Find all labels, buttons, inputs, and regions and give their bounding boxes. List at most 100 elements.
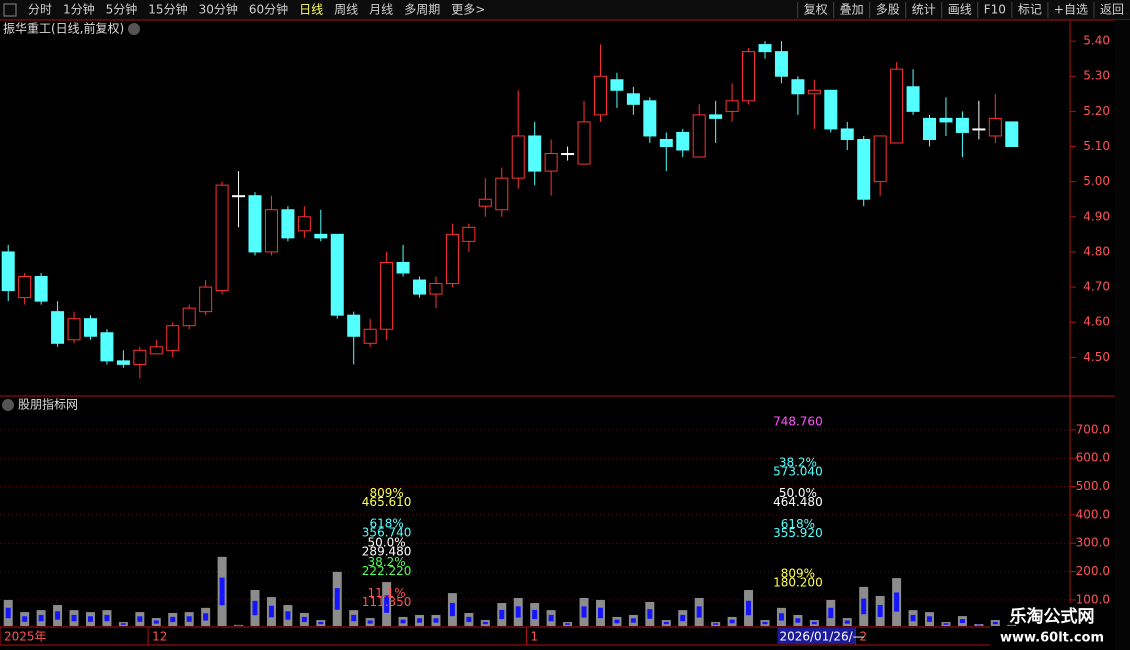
candle-body	[528, 135, 542, 172]
bar-core	[927, 616, 933, 622]
y-tick-label: 4.70	[1083, 280, 1110, 294]
action-button[interactable]: 多股	[876, 3, 900, 17]
x-tick-label: 12	[152, 630, 167, 644]
bar-core	[630, 618, 636, 623]
bar-core	[894, 592, 900, 612]
candle-body	[972, 128, 986, 131]
action-button[interactable]: 返回	[1100, 3, 1124, 17]
action-button[interactable]: 复权	[804, 3, 828, 17]
level-pct: 809%	[369, 486, 403, 500]
candle-body	[610, 79, 624, 91]
bar-core	[466, 616, 472, 623]
level-value: 356.740	[362, 526, 412, 540]
bar-core	[120, 623, 126, 625]
period-tab[interactable]: 周线	[334, 3, 358, 17]
candle-body	[873, 135, 887, 183]
level-value: 180.200	[773, 576, 823, 590]
bar-core	[532, 609, 538, 620]
bar-core	[844, 620, 850, 624]
bar-core	[203, 613, 209, 621]
candle-body	[824, 89, 838, 130]
menu-icon[interactable]	[3, 3, 17, 17]
candle-body	[363, 328, 377, 344]
bar-core	[729, 619, 735, 624]
bar-core	[877, 604, 883, 617]
title-icon[interactable]	[128, 23, 140, 35]
panel-icon[interactable]	[2, 399, 14, 411]
bar-core	[71, 614, 77, 622]
bar-core	[87, 616, 93, 622]
bar-core	[647, 609, 653, 619]
y-tick-label: 200.0	[1076, 564, 1110, 578]
action-button[interactable]: +自选	[1054, 3, 1088, 17]
period-tab[interactable]: 5分钟	[106, 2, 138, 17]
action-button[interactable]: 叠加	[840, 3, 864, 17]
candle-body	[643, 100, 657, 137]
period-tab[interactable]: 更多>	[451, 3, 485, 17]
level-pct: 809%	[781, 567, 815, 581]
candle-body	[988, 117, 1002, 137]
period-tab[interactable]: 30分钟	[199, 2, 238, 17]
period-tab[interactable]: 1分钟	[63, 2, 95, 17]
bar-core	[219, 577, 225, 606]
x-tick-label: 2	[859, 630, 867, 644]
candle-body	[232, 195, 246, 198]
bar-core	[433, 618, 439, 623]
bar-core	[186, 616, 192, 622]
period-tab[interactable]: 60分钟	[249, 2, 288, 17]
candle-body	[791, 79, 805, 95]
bar-core	[713, 623, 719, 625]
candle-body	[840, 128, 854, 140]
bar-core	[762, 621, 768, 625]
period-tab[interactable]: 多周期	[404, 3, 440, 17]
y-tick-label: 400.0	[1076, 507, 1110, 521]
bar-core	[285, 611, 291, 620]
y-tick-label: 4.90	[1083, 209, 1110, 223]
bar-core	[482, 621, 488, 625]
bar-core	[861, 598, 867, 615]
level-value: 573.040	[773, 464, 823, 478]
y-tick-label: 500.0	[1076, 479, 1110, 493]
level-value: 748.760	[773, 415, 823, 429]
candle-body	[659, 138, 673, 148]
bar-core	[910, 614, 916, 622]
candle-body	[297, 216, 311, 232]
bar-core	[597, 607, 603, 619]
level-value: 464.480	[773, 495, 823, 509]
bar-core	[943, 623, 949, 625]
candle-body	[116, 360, 130, 365]
bar-core	[614, 619, 620, 624]
action-button[interactable]: F10	[984, 3, 1006, 17]
candle-body	[462, 226, 476, 242]
action-button[interactable]: 画线	[948, 3, 972, 17]
bar-core	[384, 595, 390, 613]
bar-core	[959, 619, 965, 624]
bar-core	[746, 600, 752, 616]
bar-core	[55, 611, 61, 620]
cursor-date-box	[777, 628, 856, 644]
period-tab[interactable]: 日线	[299, 3, 323, 17]
candle-body	[67, 318, 81, 341]
period-tab[interactable]: 分时	[28, 3, 52, 17]
bar-core	[5, 607, 11, 619]
chart-title: 振华重工(日线,前复权)	[3, 21, 124, 36]
action-button[interactable]: 统计	[912, 3, 936, 17]
candle-body	[906, 86, 920, 112]
period-tab[interactable]: 月线	[369, 3, 393, 17]
candle-body	[215, 184, 229, 292]
level-pct: 618%	[781, 517, 815, 531]
period-tab[interactable]: 15分钟	[148, 2, 187, 17]
action-button[interactable]: 标记	[1018, 3, 1042, 17]
candle-body	[380, 261, 394, 330]
level-pct: 38.2%	[368, 555, 406, 569]
candle-body	[857, 138, 871, 200]
y-tick-label: 5.10	[1083, 139, 1110, 153]
bar-core	[417, 618, 423, 623]
candle-body	[445, 233, 459, 285]
candle-body	[544, 153, 558, 172]
y-tick-label: 4.60	[1083, 315, 1110, 329]
candle-body	[133, 349, 147, 365]
candle-body	[199, 286, 213, 313]
y-tick-label: 300.0	[1076, 536, 1110, 550]
